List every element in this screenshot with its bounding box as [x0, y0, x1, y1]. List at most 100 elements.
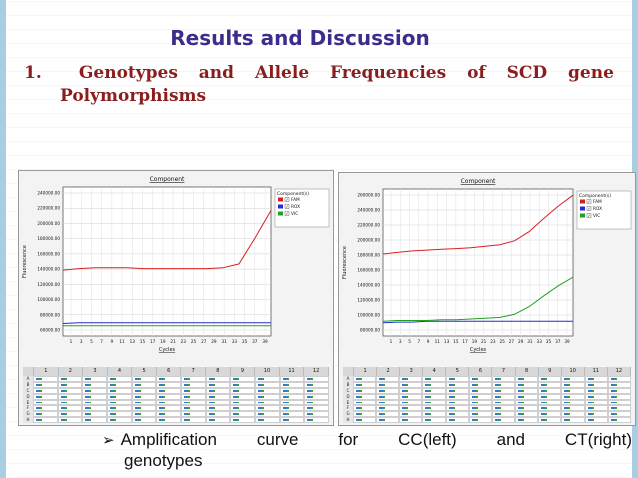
- plate-well[interactable]: [156, 387, 181, 394]
- plate-well[interactable]: [279, 411, 305, 418]
- plate-well[interactable]: [445, 393, 469, 400]
- plate-well[interactable]: [468, 399, 492, 406]
- plate-well[interactable]: [353, 417, 377, 423]
- plate-well[interactable]: [353, 399, 377, 406]
- plate-well[interactable]: [279, 417, 305, 423]
- plate-well[interactable]: [422, 387, 446, 394]
- plate-well[interactable]: [561, 417, 585, 423]
- plate-well[interactable]: [399, 405, 423, 412]
- plate-well[interactable]: [82, 411, 107, 418]
- plate-well[interactable]: [254, 381, 280, 388]
- plate-well[interactable]: [304, 387, 329, 394]
- plate-well[interactable]: [57, 411, 83, 418]
- plate-well[interactable]: [254, 399, 280, 406]
- plate-well[interactable]: [399, 399, 423, 406]
- plate-well[interactable]: [422, 399, 446, 406]
- plate-well[interactable]: [131, 405, 157, 412]
- plate-well[interactable]: [584, 399, 608, 406]
- plate-well[interactable]: [607, 387, 631, 394]
- plate-well[interactable]: [607, 399, 631, 406]
- plate-well[interactable]: [180, 376, 206, 382]
- plate-well[interactable]: [180, 417, 206, 423]
- plate-well[interactable]: [491, 417, 516, 423]
- plate-well[interactable]: [445, 387, 469, 394]
- plate-well[interactable]: [376, 399, 400, 406]
- plate-well[interactable]: [106, 376, 132, 382]
- plate-well[interactable]: [156, 393, 181, 400]
- plate-well[interactable]: [515, 411, 539, 418]
- plate-well[interactable]: [607, 393, 631, 400]
- plate-well[interactable]: [468, 376, 492, 382]
- plate-well[interactable]: [399, 376, 423, 382]
- plate-well[interactable]: [561, 393, 585, 400]
- plate-well[interactable]: [445, 376, 469, 382]
- plate-well[interactable]: [607, 411, 631, 418]
- plate-well[interactable]: [353, 387, 377, 394]
- plate-well[interactable]: [376, 387, 400, 394]
- plate-well[interactable]: [180, 411, 206, 418]
- plate-well[interactable]: [156, 411, 181, 418]
- plate-well[interactable]: [33, 405, 58, 412]
- plate-well[interactable]: [353, 405, 377, 412]
- plate-well[interactable]: [205, 387, 231, 394]
- plate-well[interactable]: [106, 405, 132, 412]
- plate-well[interactable]: [33, 393, 58, 400]
- plate-well[interactable]: [82, 376, 107, 382]
- plate-well[interactable]: [515, 393, 539, 400]
- plate-well[interactable]: [156, 381, 181, 388]
- plate-well[interactable]: [538, 387, 562, 394]
- plate-well[interactable]: [205, 417, 231, 423]
- plate-well[interactable]: [538, 411, 562, 418]
- plate-well[interactable]: [607, 405, 631, 412]
- plate-well[interactable]: [445, 399, 469, 406]
- plate-well[interactable]: [106, 381, 132, 388]
- plate-well[interactable]: [205, 411, 231, 418]
- plate-well[interactable]: [230, 376, 255, 382]
- plate-well[interactable]: [538, 376, 562, 382]
- plate-well[interactable]: [279, 399, 305, 406]
- plate-well[interactable]: [561, 411, 585, 418]
- plate-well[interactable]: [584, 376, 608, 382]
- plate-well[interactable]: [538, 405, 562, 412]
- plate-well[interactable]: [131, 417, 157, 423]
- plate-well[interactable]: [180, 399, 206, 406]
- plate-well[interactable]: [82, 399, 107, 406]
- plate-well[interactable]: [82, 381, 107, 388]
- plate-well[interactable]: [376, 417, 400, 423]
- plate-well[interactable]: [607, 376, 631, 382]
- plate-well[interactable]: [491, 387, 516, 394]
- plate-well[interactable]: [279, 393, 305, 400]
- plate-well[interactable]: [106, 399, 132, 406]
- plate-well[interactable]: [33, 376, 58, 382]
- plate-well[interactable]: [57, 393, 83, 400]
- plate-well[interactable]: [82, 393, 107, 400]
- plate-well[interactable]: [205, 381, 231, 388]
- plate-well[interactable]: [468, 387, 492, 394]
- plate-well[interactable]: [230, 405, 255, 412]
- plate-well[interactable]: [304, 417, 329, 423]
- plate-well[interactable]: [468, 405, 492, 412]
- plate-well[interactable]: [254, 393, 280, 400]
- plate-well[interactable]: [561, 376, 585, 382]
- plate-well[interactable]: [561, 399, 585, 406]
- plate-well[interactable]: [82, 417, 107, 423]
- plate-well[interactable]: [515, 399, 539, 406]
- plate-well[interactable]: [584, 387, 608, 394]
- plate-well[interactable]: [180, 393, 206, 400]
- plate-well[interactable]: [491, 399, 516, 406]
- plate-well[interactable]: [468, 393, 492, 400]
- plate-well[interactable]: [304, 381, 329, 388]
- plate-well[interactable]: [538, 381, 562, 388]
- plate-well[interactable]: [131, 387, 157, 394]
- plate-well[interactable]: [57, 405, 83, 412]
- plate-well[interactable]: [57, 399, 83, 406]
- plate-well[interactable]: [33, 387, 58, 394]
- plate-well[interactable]: [131, 376, 157, 382]
- plate-well[interactable]: [399, 381, 423, 388]
- plate-well[interactable]: [156, 417, 181, 423]
- plate-well[interactable]: [515, 381, 539, 388]
- plate-well[interactable]: [491, 381, 516, 388]
- plate-well[interactable]: [131, 381, 157, 388]
